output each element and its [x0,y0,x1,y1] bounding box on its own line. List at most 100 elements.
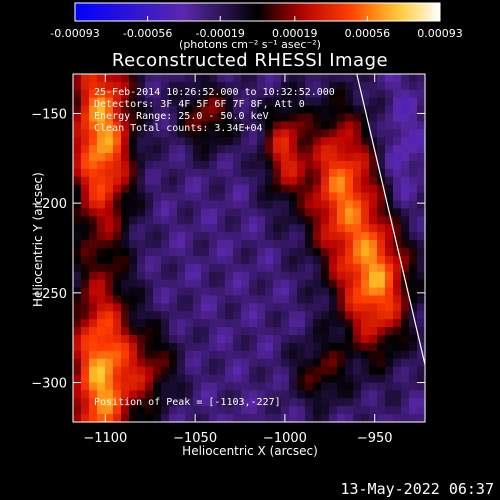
heatmap-cell [265,200,274,210]
heatmap-cell [337,311,346,320]
heatmap-cell [417,153,426,162]
heatmap-cell [169,145,178,154]
heatmap-cell [97,168,106,178]
heatmap-cell [281,105,290,115]
heatmap-cell [153,121,162,130]
heatmap-cell [401,390,410,399]
heatmap-cell [153,319,162,328]
heatmap-cell [281,192,290,202]
heatmap-cell [225,263,234,273]
heatmap-cell [369,271,378,281]
heatmap-cell [321,303,330,312]
heatmap-cell [105,335,114,344]
heatmap-cell [329,287,338,297]
heatmap-cell [153,358,162,368]
heatmap-cell [89,374,98,384]
heatmap-cell [73,224,82,233]
heatmap-cell [393,327,402,336]
heatmap-cell [129,192,138,202]
heatmap-cell [281,145,290,154]
heatmap-cell [417,319,426,328]
heatmap-cell [289,224,298,233]
heatmap-cell [305,335,314,344]
heatmap-cell [249,255,258,265]
heatmap-cell [249,224,258,233]
heatmap-cell [305,319,314,328]
heatmap-cell [97,335,106,344]
heatmap-cell [361,248,370,257]
heatmap-cell [409,121,418,130]
heatmap-cell [337,398,346,407]
heatmap-cell [297,176,306,186]
heatmap-cell [265,129,274,138]
heatmap-cell [257,406,266,415]
heatmap-cell [305,97,314,107]
heatmap-cell [217,121,226,130]
heatmap-cell [393,145,402,154]
heatmap-cell [113,374,122,384]
heatmap-cell [385,137,394,146]
heatmap-cell [289,74,298,83]
heatmap-cell [393,319,402,328]
heatmap-cell [193,335,202,344]
heatmap-cell [97,216,106,225]
heatmap-cell [225,255,234,265]
heatmap-cell [353,342,362,352]
heatmap-cell [81,97,90,107]
heatmap-cell [129,342,138,352]
heatmap-cell [209,366,218,376]
heatmap-cell [97,342,106,352]
heatmap-cell [313,327,322,336]
heatmap-cell [409,319,418,328]
heatmap-cell [113,176,122,186]
heatmap-cell [353,97,362,107]
heatmap-cell [305,192,314,202]
heatmap-cell [345,74,354,83]
heatmap-cell [417,295,426,304]
heatmap-cell [233,303,242,312]
heatmap-cell [377,208,386,217]
heatmap-cell [81,240,90,249]
heatmap-cell [321,240,330,249]
heatmap-cell [401,263,410,273]
heatmap-cell [105,81,114,91]
heatmap-cell [305,287,314,297]
heatmap-cell [305,208,314,217]
heatmap-cell [177,168,186,178]
heatmap-cell [249,303,258,312]
heatmap-cell [209,153,218,162]
heatmap-cell [185,145,194,154]
heatmap-cell [257,303,266,312]
heatmap-cell [113,224,122,233]
heatmap-cell [201,327,210,336]
heatmap-cell [185,358,194,368]
heatmap-cell [153,208,162,217]
heatmap-cell [265,81,274,91]
heatmap-cell [377,97,386,107]
heatmap-cell [129,74,138,83]
heatmap-cell [337,350,346,360]
heatmap-cell [89,89,98,99]
heatmap-cell [273,129,282,138]
heatmap-cell [209,129,218,138]
heatmap-cell [401,311,410,320]
heatmap-cell [265,184,274,194]
heatmap-cell [401,327,410,336]
heatmap-cell [73,168,82,178]
heatmap-cell [401,137,410,146]
heatmap-cell [337,232,346,241]
heatmap-cell [153,161,162,170]
heatmap-cell [265,406,274,415]
heatmap-cell [169,184,178,194]
heatmap-cell [337,208,346,217]
heatmap-cell [385,176,394,186]
heatmap-cell [345,161,354,170]
heatmap-cell [97,279,106,289]
heatmap-cell [353,216,362,225]
heatmap-cell [297,311,306,320]
heatmap-cell [329,414,338,423]
heatmap-cell [121,89,130,99]
heatmap-cell [177,97,186,107]
heatmap-cell [209,295,218,304]
heatmap-cell [217,263,226,273]
